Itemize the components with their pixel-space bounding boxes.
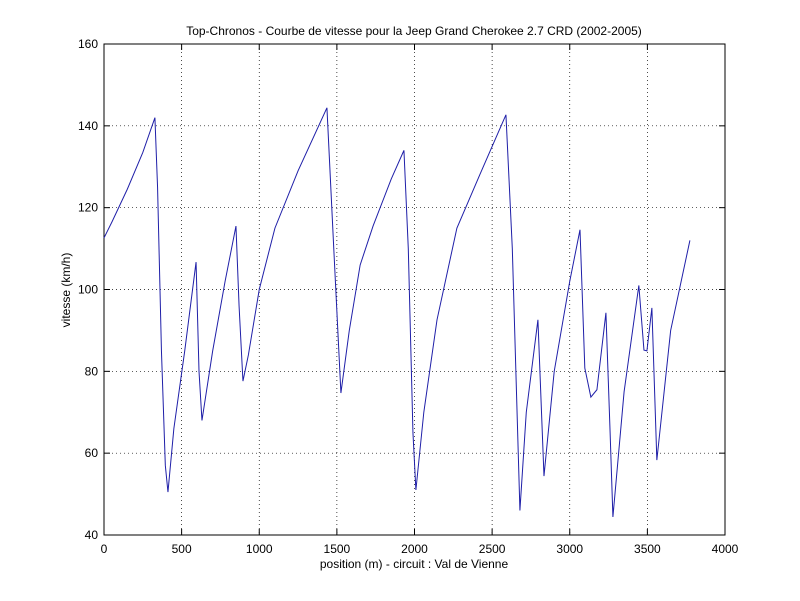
x-tick-label: 4000: [712, 542, 739, 556]
x-tick-label: 3000: [556, 542, 583, 556]
y-tick-label: 100: [78, 283, 98, 297]
y-tick-label: 140: [78, 119, 98, 133]
y-tick-label: 80: [85, 364, 99, 378]
x-tick-label: 3500: [634, 542, 661, 556]
x-tick-label: 0: [101, 542, 108, 556]
data-line: [103, 107, 691, 518]
x-tick-label: 500: [172, 542, 192, 556]
x-tick-label: 1000: [246, 542, 273, 556]
y-tick-label: 60: [85, 446, 99, 460]
x-tick-label: 1500: [324, 542, 351, 556]
y-tick-label: 40: [85, 528, 99, 542]
y-axis-label: vitesse (km/h): [59, 253, 73, 328]
y-tick-label: 160: [78, 37, 98, 51]
x-axis-label: position (m) - circuit : Val de Vienne: [320, 557, 509, 571]
axes-box: [103, 43, 726, 536]
chart-title: Top-Chronos - Courbe de vitesse pour la …: [186, 24, 642, 38]
x-tick-label: 2000: [401, 542, 428, 556]
y-tick-label: 120: [78, 201, 98, 215]
x-tick-label: 2500: [479, 542, 506, 556]
